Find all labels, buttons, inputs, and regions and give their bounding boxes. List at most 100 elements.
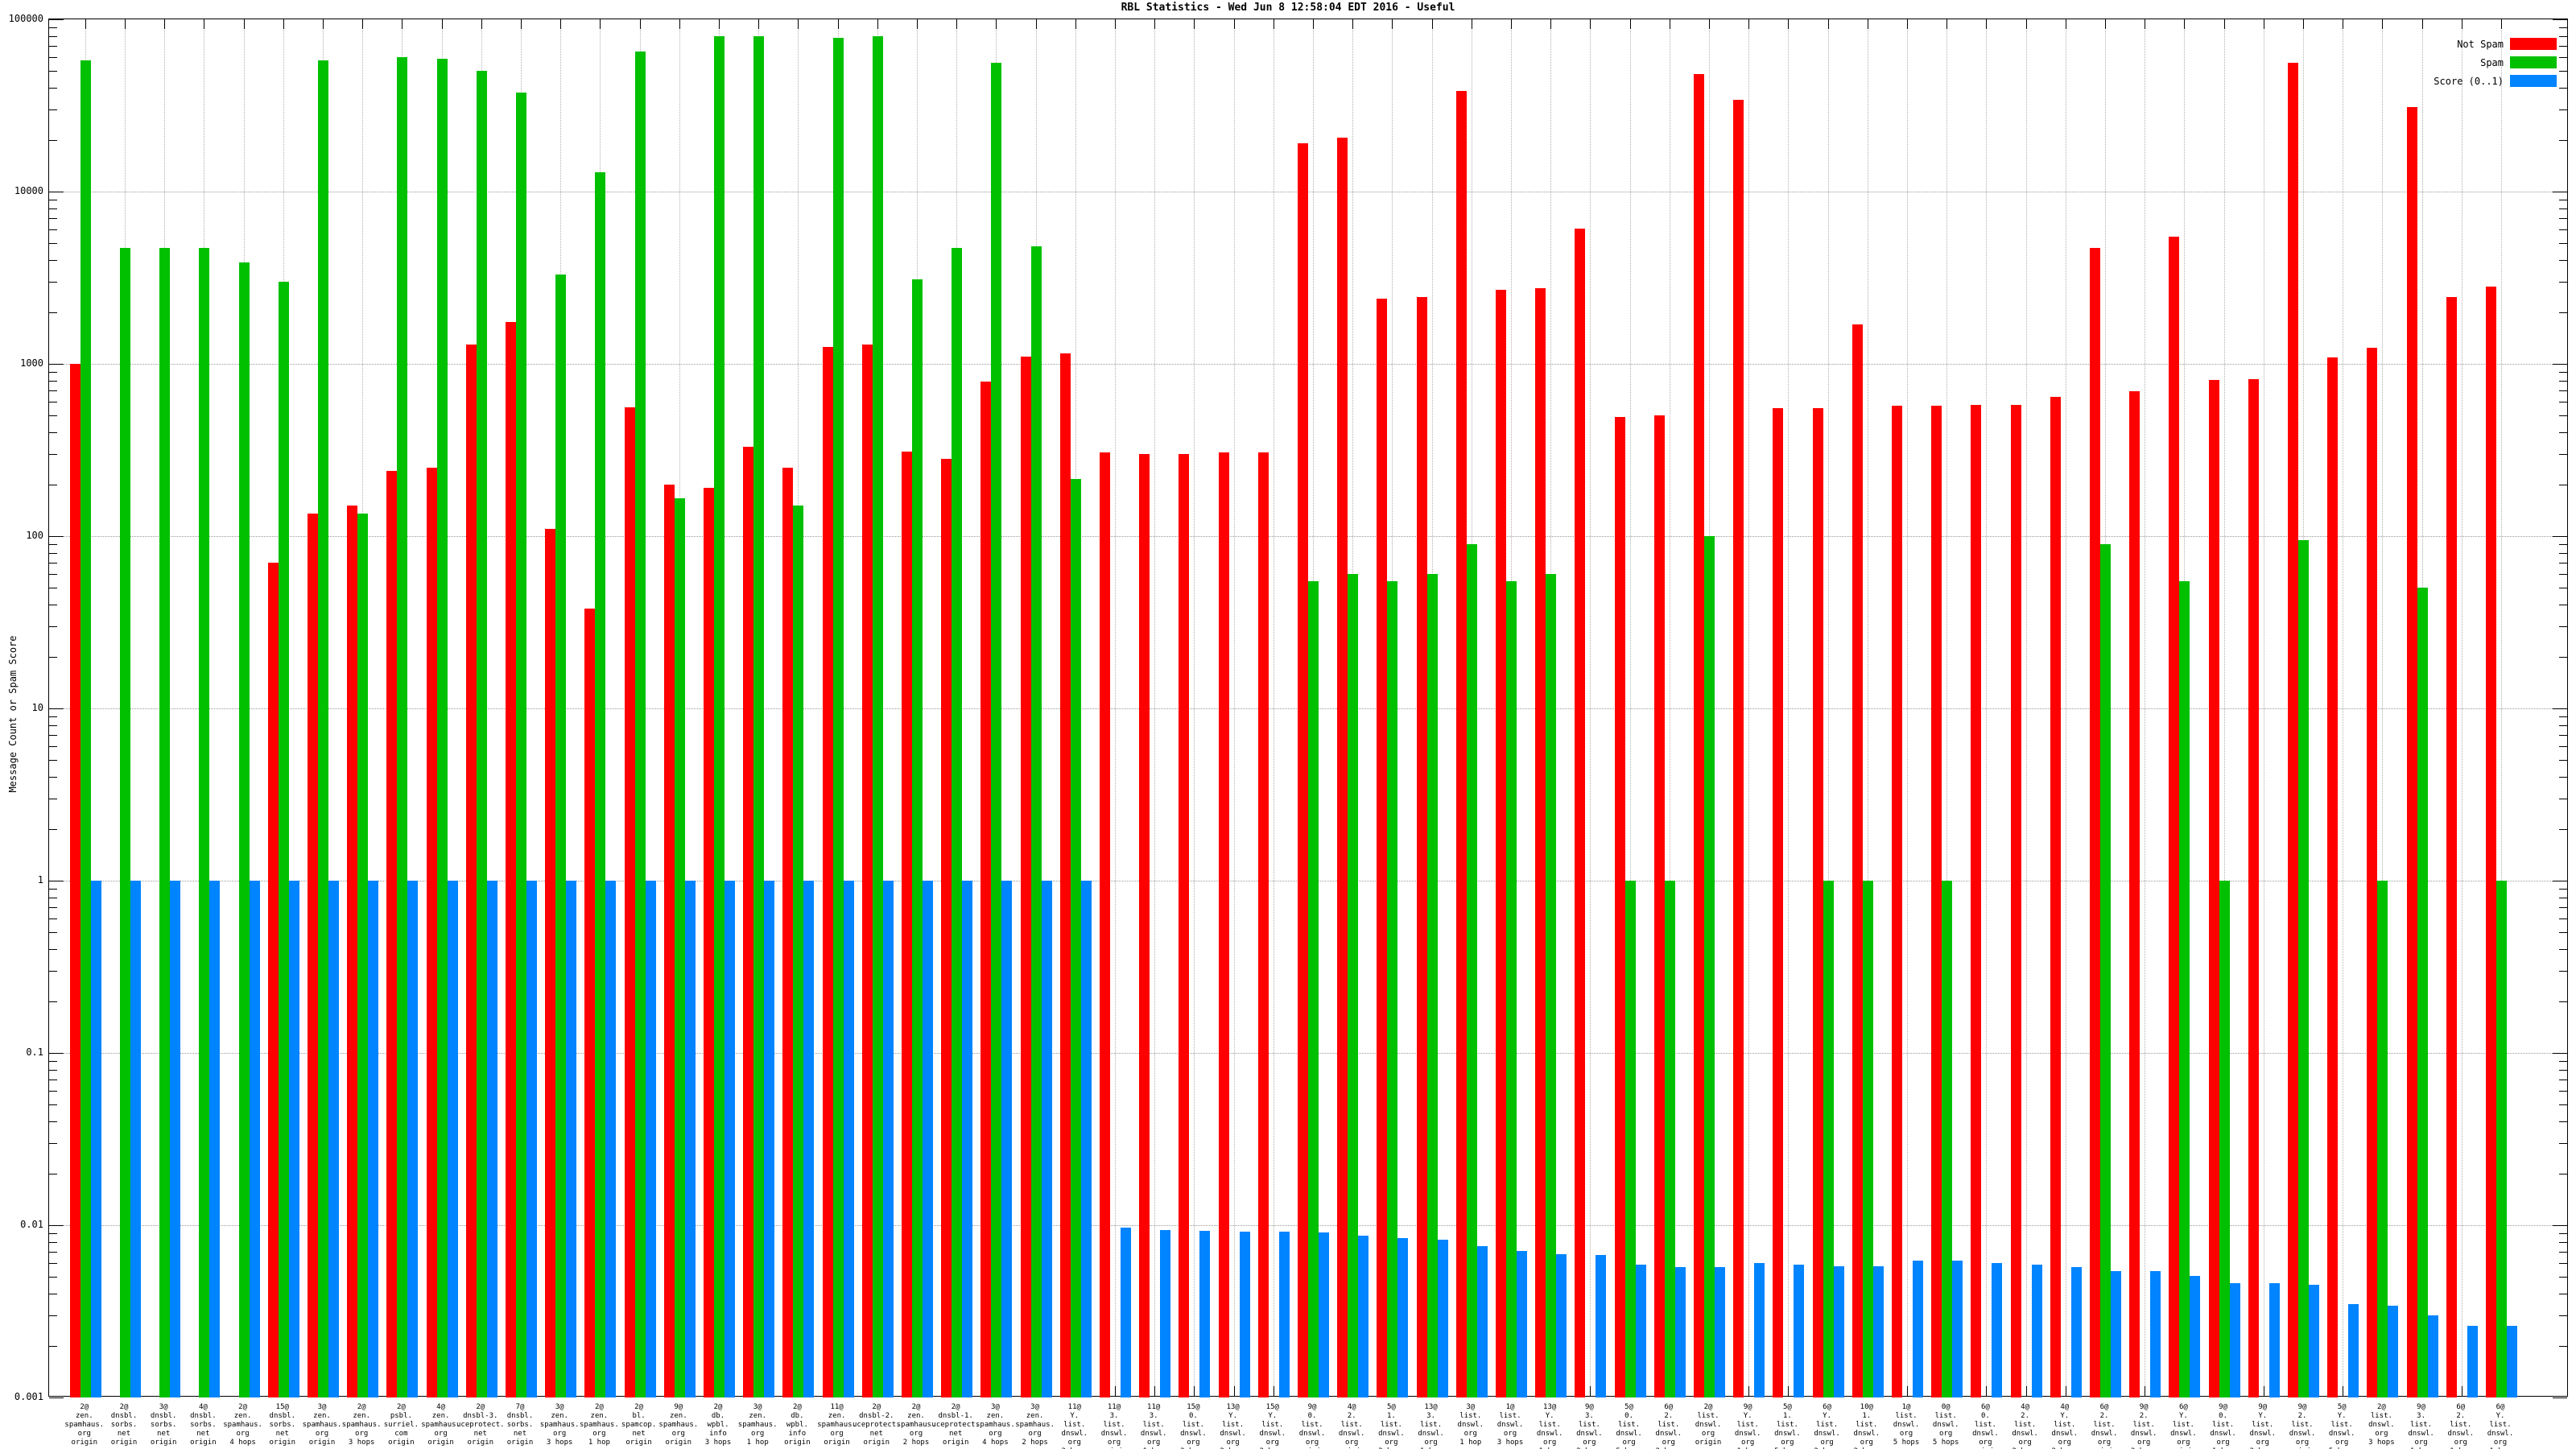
bar-spam: [1466, 543, 1477, 1397]
bar-not-spam: [2129, 391, 2140, 1397]
bar-score: [1794, 1265, 1805, 1397]
bar-spam: [1387, 580, 1398, 1397]
bar-score: [2388, 1306, 2399, 1397]
x-tick: [1788, 19, 1790, 29]
x-tick: [1748, 19, 1750, 29]
y-minor-tick: [49, 1277, 57, 1278]
y-major-tick: [49, 536, 64, 537]
x-tick: [719, 19, 720, 29]
y-minor-tick: [49, 932, 57, 934]
y-minor-tick: [2559, 1104, 2567, 1106]
y-minor-tick: [2559, 888, 2567, 890]
v-gridline: [1154, 19, 1156, 1396]
y-minor-tick: [49, 1104, 57, 1106]
bar-spam: [2179, 580, 2190, 1397]
y-minor-tick: [2559, 1142, 2567, 1144]
x-tick-label: 2@ zen. spamhaus. org 1 hop: [580, 1403, 619, 1447]
y-minor-tick: [49, 907, 57, 909]
x-tick: [1075, 19, 1076, 29]
x-tick: [1511, 19, 1512, 29]
bar-score: [2190, 1275, 2201, 1397]
v-gridline: [1233, 19, 1235, 1396]
bar-not-spam: [1020, 357, 1031, 1397]
bar-score: [288, 881, 299, 1397]
bar-not-spam: [1139, 453, 1150, 1397]
x-tick: [996, 19, 997, 29]
bar-not-spam: [861, 344, 873, 1397]
bar-score: [209, 881, 221, 1397]
x-tick: [1035, 19, 1037, 29]
h-gridline: [49, 364, 2567, 365]
bar-not-spam: [2406, 106, 2417, 1397]
bar-spam: [952, 248, 963, 1397]
x-tick-label: 4@ dnsbl. sorbs. net origin: [190, 1403, 217, 1447]
bar-not-spam: [1733, 100, 1744, 1397]
x-tick-label: 4@ zen. spamhaus. org origin: [421, 1403, 460, 1447]
x-tick: [283, 19, 284, 29]
bar-score: [962, 881, 973, 1397]
bar-spam: [793, 506, 804, 1397]
bar-spam: [318, 60, 328, 1397]
bar-score: [843, 881, 854, 1397]
y-minor-tick: [2559, 552, 2567, 554]
y-major-tick: [49, 708, 64, 709]
x-tick: [1550, 19, 1552, 29]
x-tick: [1154, 19, 1156, 29]
bar-score: [1437, 1240, 1448, 1397]
y-minor-tick: [2559, 139, 2567, 141]
x-tick: [1827, 19, 1829, 29]
x-tick-label: 2@ db. wpbl. info origin: [784, 1403, 811, 1447]
y-major-tick: [49, 19, 64, 20]
bar-score: [1278, 1231, 1290, 1397]
x-tick-label: 2@ zen. spamhaus. org origin: [64, 1403, 105, 1447]
y-minor-tick: [2559, 432, 2567, 434]
x-tick: [2223, 19, 2225, 29]
bar-not-spam: [2050, 396, 2061, 1397]
y-major-tick: [2553, 19, 2567, 20]
x-tick: [956, 19, 958, 29]
bar-score: [2031, 1265, 2042, 1397]
bar-score: [724, 881, 735, 1397]
y-minor-tick: [49, 574, 57, 576]
y-minor-tick: [49, 453, 57, 455]
bar-not-spam: [2288, 62, 2298, 1397]
y-minor-tick: [2559, 1091, 2567, 1092]
x-tick-label: 2@ dnsbl. sorbs. net origin: [110, 1403, 138, 1447]
bar-not-spam: [1653, 415, 1665, 1397]
y-minor-tick: [49, 777, 57, 778]
bar-score: [2467, 1326, 2478, 1397]
bar-not-spam: [782, 467, 794, 1397]
v-gridline: [2223, 19, 2225, 1396]
plot-area: [48, 19, 2568, 1398]
x-tick: [2303, 19, 2304, 29]
bar-not-spam: [1694, 74, 1704, 1397]
bar-spam: [714, 35, 724, 1397]
y-minor-tick: [2559, 760, 2567, 762]
y-minor-tick: [2559, 88, 2567, 89]
y-minor-tick: [49, 1142, 57, 1144]
x-tick-label: 11@ zen. spamhaus. org origin: [817, 1403, 857, 1447]
bar-not-spam: [1257, 452, 1269, 1397]
bar-spam: [397, 57, 408, 1397]
y-minor-tick: [49, 760, 57, 762]
y-tick-label: 0.1: [26, 1046, 43, 1058]
bar-spam: [159, 248, 171, 1397]
bar-not-spam: [1298, 143, 1308, 1397]
bar-not-spam: [941, 459, 952, 1397]
x-tick-label: 2@ dnsbl-3. uceprotect. net origin: [456, 1403, 505, 1447]
bar-spam: [1030, 246, 1042, 1397]
bar-not-spam: [267, 563, 279, 1397]
bar-not-spam: [465, 344, 477, 1397]
y-minor-tick: [49, 949, 57, 951]
bar-spam: [199, 248, 210, 1397]
y-minor-tick: [49, 380, 57, 382]
